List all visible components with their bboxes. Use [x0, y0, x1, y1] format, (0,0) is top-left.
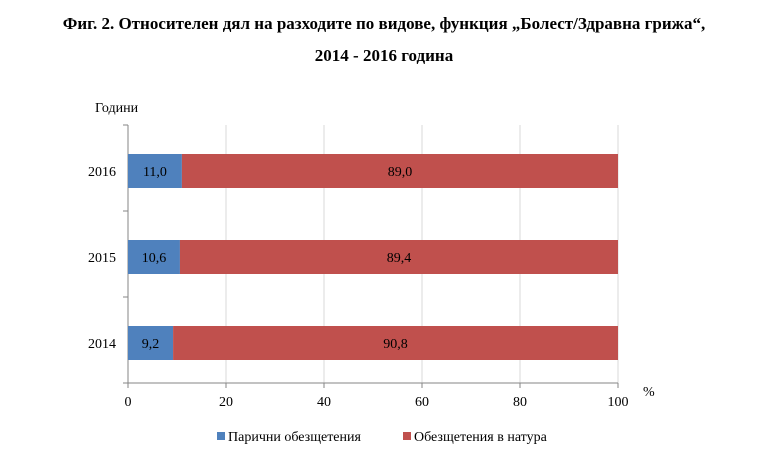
- x-tick-label: 0: [125, 395, 132, 410]
- bar-segment: [128, 326, 174, 360]
- legend-label: Обезщетения в натура: [414, 430, 548, 445]
- y-tick-label: 2015: [88, 251, 116, 266]
- x-axis-label: %: [643, 385, 655, 400]
- y-tick-label: 2014: [88, 337, 116, 352]
- data-label: 90,8: [383, 337, 408, 352]
- bar-segment: [181, 154, 618, 188]
- legend-swatch: [217, 432, 225, 440]
- data-label: 11,0: [143, 165, 167, 180]
- bar-segment: [173, 326, 618, 360]
- data-label: 9,2: [142, 337, 160, 352]
- y-tick-label: 2016: [88, 165, 116, 180]
- y-axis-label: Години: [95, 101, 139, 116]
- data-label: 10,6: [142, 251, 167, 266]
- data-label: 89,4: [387, 251, 412, 266]
- legend-label: Парични обезщетения: [228, 430, 362, 445]
- x-tick-label: 100: [608, 395, 629, 410]
- legend-swatch: [403, 432, 411, 440]
- bar-segment: [179, 240, 618, 274]
- chart-title-line1: Фиг. 2. Относителен дял на разходите по …: [62, 14, 706, 33]
- chart-title-line2: 2014 - 2016 година: [314, 46, 454, 65]
- bar-segment: [128, 240, 180, 274]
- x-tick-label: 20: [219, 395, 233, 410]
- x-tick-label: 60: [415, 395, 429, 410]
- bar-segment: [128, 154, 182, 188]
- x-tick-label: 40: [317, 395, 331, 410]
- data-label: 89,0: [388, 165, 413, 180]
- x-tick-label: 80: [513, 395, 527, 410]
